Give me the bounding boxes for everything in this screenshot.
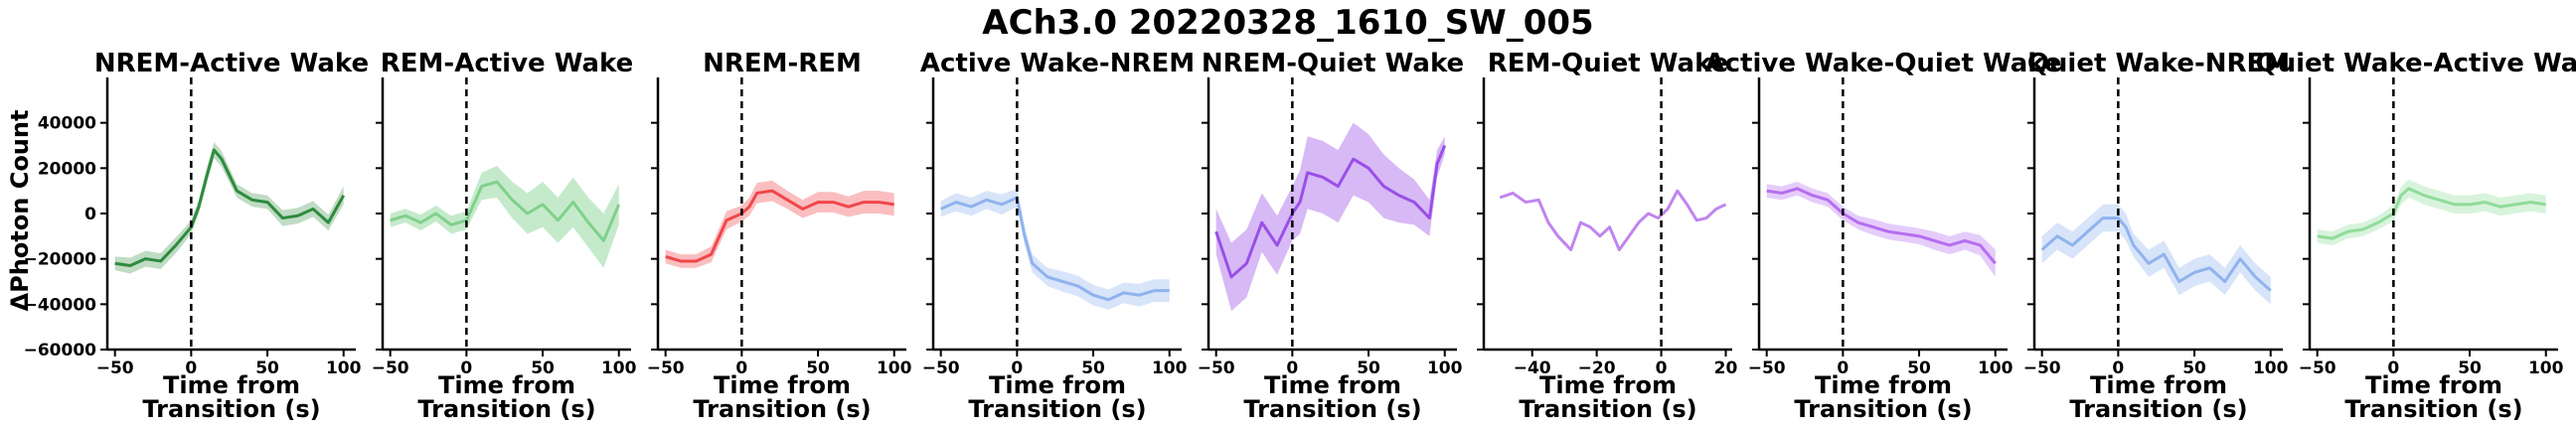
x-tick-label: 0 — [1656, 358, 1668, 378]
x-tick-label: 0 — [185, 358, 197, 378]
error-band — [2041, 204, 2271, 305]
mean-trace — [2040, 216, 2272, 292]
x-axis-label-line1: Time from — [1815, 371, 1952, 399]
y-axis-label: ΔPhoton Count — [6, 110, 34, 312]
x-axis-label-line2: Transition (s) — [1519, 395, 1696, 423]
x-axis-label-line2: Transition (s) — [693, 395, 871, 423]
panel-9: Quiet Wake-Active Wake −50 0 50 100 Time from… — [2256, 49, 2576, 423]
x-tick-label: 50 — [806, 358, 830, 378]
x-tick-label: 50 — [255, 358, 279, 378]
panel-7: Active Wake-Quiet Wake −50 0 50 100 Time from… — [1705, 49, 2062, 423]
x-tick-label: −50 — [96, 358, 134, 378]
x-tick-label: 100 — [877, 358, 912, 378]
x-tick-label: 50 — [1907, 358, 1931, 378]
x-tick-label: 100 — [2528, 358, 2564, 378]
x-tick-label: 0 — [460, 358, 472, 378]
x-axis-label-line2: Transition (s) — [142, 395, 320, 423]
panel-title: Quiet Wake-NREM — [2027, 49, 2290, 78]
x-tick-label: 20 — [1714, 358, 1738, 378]
panel-6: REM-Quiet Wake −40 −20 0 20 Time fromTransiti… — [1477, 49, 1737, 423]
error-band — [114, 142, 344, 274]
x-axis-label-line1: Time from — [2365, 371, 2502, 399]
error-band — [2317, 179, 2546, 245]
y-tick-label: 40000 — [38, 114, 96, 134]
mean-trace — [940, 196, 1170, 302]
x-tick-label: 100 — [2253, 358, 2289, 378]
mean-trace — [1214, 144, 1447, 279]
x-axis-label-line2: Transition (s) — [2069, 395, 2247, 423]
error-band — [1215, 122, 1445, 312]
y-tick-label: −40000 — [24, 295, 97, 315]
x-tick-label: 50 — [531, 358, 555, 378]
x-tick-label: 100 — [326, 358, 362, 378]
panel-5: NREM-Quiet Wake −50 0 50 100 Time fromTransit… — [1198, 49, 1464, 423]
x-tick-label: 100 — [1978, 358, 2013, 378]
x-tick-label: −50 — [922, 358, 960, 378]
x-axis-label-line1: Time from — [163, 371, 300, 399]
x-axis-label-line1: Time from — [438, 371, 575, 399]
x-tick-label: −20 — [1578, 358, 1616, 378]
mean-trace — [2317, 187, 2546, 240]
figure-title: ACh3.0 20220328_1610_SW_005 — [982, 3, 1593, 43]
x-tick-label: 50 — [2458, 358, 2482, 378]
mean-trace — [390, 180, 621, 242]
x-tick-label: 100 — [1427, 358, 1463, 378]
x-tick-label: −50 — [372, 358, 409, 378]
x-tick-label: −40 — [1514, 358, 1551, 378]
x-axis-label-line1: Time from — [714, 371, 851, 399]
y-tick-label: −60000 — [24, 341, 97, 360]
x-axis-label-line2: Transition (s) — [1243, 395, 1421, 423]
x-tick-label: 0 — [1286, 358, 1298, 378]
x-tick-label: 50 — [2182, 358, 2206, 378]
x-axis-label-line2: Transition (s) — [1794, 395, 1972, 423]
y-tick-label: 20000 — [38, 159, 96, 179]
x-tick-label: 50 — [1081, 358, 1105, 378]
panel-4: Active Wake-NREM −50 0 50 100 Time fromTransi… — [920, 49, 1195, 423]
panel-title: Active Wake-Quiet Wake — [1705, 49, 2062, 78]
error-band — [390, 166, 619, 268]
panel-8: Quiet Wake-NREM −50 0 50 100 Time fromTransit… — [2023, 49, 2290, 423]
x-tick-label: 100 — [601, 358, 637, 378]
x-tick-label: 50 — [1357, 358, 1380, 378]
x-axis-label-line2: Transition (s) — [968, 395, 1146, 423]
y-tick-label: 0 — [84, 205, 96, 224]
y-tick-label: −20000 — [24, 250, 97, 270]
x-tick-label: −50 — [2023, 358, 2061, 378]
panel-title: NREM-REM — [703, 49, 862, 78]
x-tick-label: −50 — [2299, 358, 2336, 378]
mean-trace — [665, 189, 894, 263]
x-axis-label-line2: Transition (s) — [2344, 395, 2522, 423]
x-axis-label-line1: Time from — [1539, 371, 1677, 399]
x-axis-label-line1: Time from — [1264, 371, 1401, 399]
x-axis-label-line2: Transition (s) — [417, 395, 595, 423]
panel-title: Quiet Wake-Active Wake — [2256, 49, 2576, 78]
x-tick-label: −50 — [647, 358, 685, 378]
x-tick-label: 0 — [2387, 358, 2399, 378]
panel-2: REM-Active Wake −50 0 50 100 Time fromTransit… — [372, 49, 637, 423]
error-band — [940, 188, 1170, 311]
x-tick-label: −50 — [1748, 358, 1786, 378]
panel-title: NREM-Quiet Wake — [1202, 49, 1464, 78]
mean-trace — [1766, 187, 1997, 265]
x-tick-label: 100 — [1152, 358, 1188, 378]
panel-title: REM-Quiet Wake — [1488, 49, 1729, 78]
mean-trace — [114, 148, 346, 268]
panels: NREM-Active Wake−60000−40000−20000020000… — [24, 49, 2576, 423]
panel-title: NREM-Active Wake — [94, 49, 369, 78]
x-tick-label: 0 — [2112, 358, 2124, 378]
panel-title: REM-Active Wake — [381, 49, 633, 78]
x-axis-label-line1: Time from — [989, 371, 1126, 399]
x-axis-label-line1: Time from — [2090, 371, 2227, 399]
x-tick-label: 0 — [1011, 358, 1023, 378]
panel-title: Active Wake-NREM — [920, 49, 1195, 78]
x-tick-label: −50 — [1198, 358, 1235, 378]
x-tick-label: 0 — [1837, 358, 1849, 378]
mean-trace — [1499, 189, 1727, 252]
x-tick-label: 0 — [735, 358, 747, 378]
panel-1: NREM-Active Wake −60000 −40000 −20000 0 20000… — [24, 49, 370, 423]
